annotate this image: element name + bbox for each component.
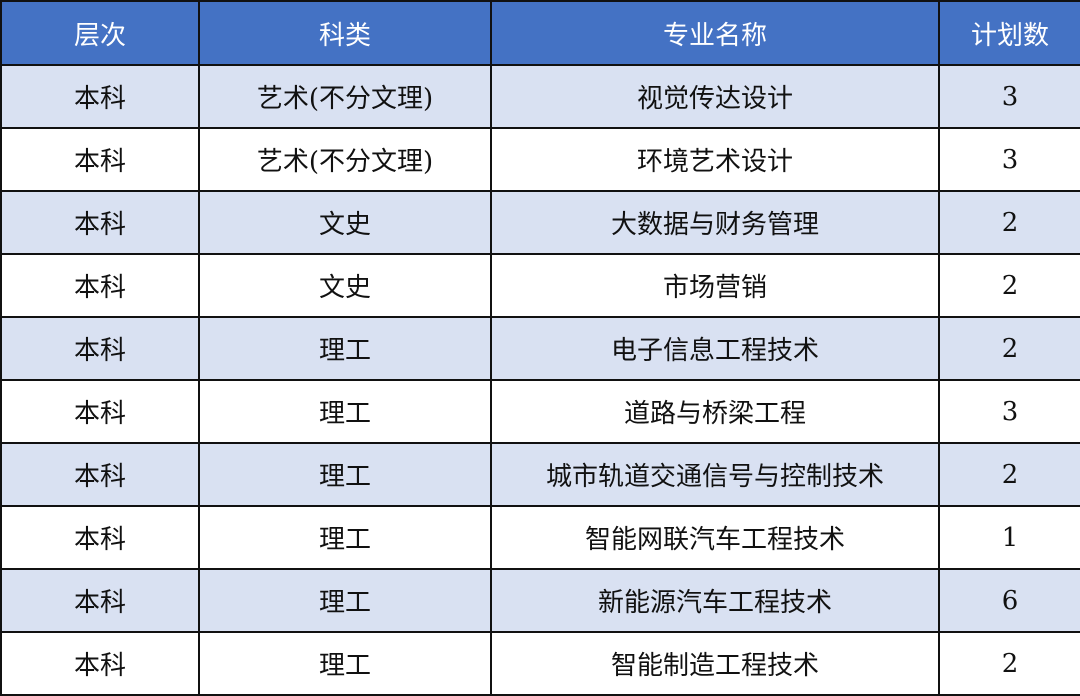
level-cell: 本科 [0, 631, 200, 696]
level-cell: 本科 [0, 568, 200, 633]
header-category: 科类 [198, 0, 492, 66]
header-level: 层次 [0, 0, 200, 66]
category-cell: 理工 [198, 316, 492, 381]
table-row: 本科 艺术(不分文理) 环境艺术设计 3 [0, 127, 1080, 192]
level-cell: 本科 [0, 190, 200, 255]
table-row: 本科 理工 智能网联汽车工程技术 1 [0, 505, 1080, 570]
plan-count-cell: 1 [938, 505, 1080, 570]
plan-count-cell: 2 [938, 316, 1080, 381]
category-cell: 艺术(不分文理) [198, 64, 492, 129]
level-cell: 本科 [0, 505, 200, 570]
table-row: 本科 理工 电子信息工程技术 2 [0, 316, 1080, 381]
major-cell: 大数据与财务管理 [490, 190, 940, 255]
table-header-row: 层次 科类 专业名称 计划数 [0, 0, 1080, 66]
plan-count-cell: 2 [938, 190, 1080, 255]
table-row: 本科 文史 市场营销 2 [0, 253, 1080, 318]
level-cell: 本科 [0, 442, 200, 507]
category-cell: 艺术(不分文理) [198, 127, 492, 192]
table-row: 本科 理工 新能源汽车工程技术 6 [0, 568, 1080, 633]
category-cell: 理工 [198, 505, 492, 570]
level-cell: 本科 [0, 253, 200, 318]
category-cell: 理工 [198, 568, 492, 633]
table-row: 本科 理工 城市轨道交通信号与控制技术 2 [0, 442, 1080, 507]
major-cell: 道路与桥梁工程 [490, 379, 940, 444]
major-cell: 智能制造工程技术 [490, 631, 940, 696]
plan-count-cell: 2 [938, 442, 1080, 507]
category-cell: 理工 [198, 442, 492, 507]
major-cell: 新能源汽车工程技术 [490, 568, 940, 633]
level-cell: 本科 [0, 127, 200, 192]
category-cell: 文史 [198, 253, 492, 318]
major-cell: 视觉传达设计 [490, 64, 940, 129]
table-row: 本科 艺术(不分文理) 视觉传达设计 3 [0, 64, 1080, 129]
level-cell: 本科 [0, 316, 200, 381]
major-cell: 智能网联汽车工程技术 [490, 505, 940, 570]
table-row: 本科 文史 大数据与财务管理 2 [0, 190, 1080, 255]
plan-count-cell: 3 [938, 64, 1080, 129]
table-row: 本科 理工 智能制造工程技术 2 [0, 631, 1080, 696]
level-cell: 本科 [0, 379, 200, 444]
major-cell: 市场营销 [490, 253, 940, 318]
category-cell: 文史 [198, 190, 492, 255]
major-cell: 环境艺术设计 [490, 127, 940, 192]
plan-count-cell: 3 [938, 127, 1080, 192]
plan-count-cell: 3 [938, 379, 1080, 444]
header-plan-count: 计划数 [938, 0, 1080, 66]
level-cell: 本科 [0, 64, 200, 129]
plan-count-cell: 2 [938, 631, 1080, 696]
plan-count-cell: 2 [938, 253, 1080, 318]
category-cell: 理工 [198, 379, 492, 444]
major-cell: 电子信息工程技术 [490, 316, 940, 381]
major-cell: 城市轨道交通信号与控制技术 [490, 442, 940, 507]
category-cell: 理工 [198, 631, 492, 696]
plan-count-cell: 6 [938, 568, 1080, 633]
table-row: 本科 理工 道路与桥梁工程 3 [0, 379, 1080, 444]
header-major: 专业名称 [490, 0, 940, 66]
